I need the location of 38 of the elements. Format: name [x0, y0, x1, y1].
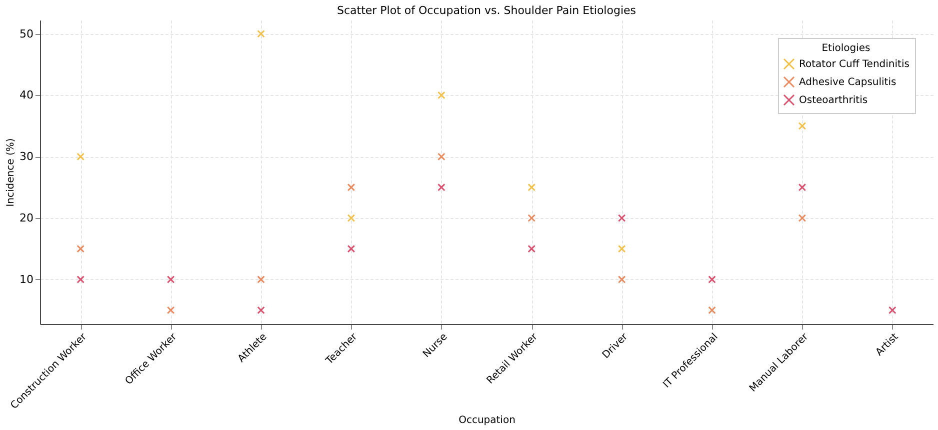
point	[76, 152, 85, 161]
legend-label: Osteoarthritis	[799, 95, 868, 106]
x-axis-title: Occupation	[458, 414, 516, 426]
point	[708, 276, 716, 284]
point	[528, 183, 536, 192]
point	[76, 276, 85, 284]
point	[798, 183, 806, 192]
point	[347, 214, 356, 222]
point	[166, 306, 175, 314]
legend-title: Etiologies	[822, 43, 870, 54]
legend-label: Adhesive Capsulitis	[799, 77, 896, 88]
point	[257, 306, 265, 314]
point	[618, 244, 626, 253]
y-axis-title: Incidence (%)	[6, 138, 17, 207]
point	[437, 152, 446, 161]
point	[528, 214, 536, 222]
legend-label: Rotator Cuff Tendinitis	[799, 59, 910, 70]
point	[437, 91, 446, 100]
point	[166, 276, 175, 284]
point	[798, 122, 806, 130]
y-tick-label: 30	[20, 150, 34, 164]
point	[708, 306, 716, 314]
y-tick-label: 40	[20, 88, 34, 102]
point	[347, 244, 356, 253]
chart-title: Scatter Plot of Occupation vs. Shoulder Pain Etiologies	[336, 4, 636, 17]
point	[618, 214, 626, 222]
point	[528, 244, 536, 253]
y-tick-label: 10	[20, 272, 34, 286]
point	[437, 183, 446, 192]
point	[888, 306, 896, 314]
point	[347, 183, 356, 192]
y-tick-label: 20	[20, 212, 34, 225]
point	[798, 214, 806, 222]
point	[257, 30, 265, 38]
y-tick-label: 50	[20, 27, 34, 40]
point	[257, 276, 265, 284]
point	[618, 276, 626, 284]
point	[76, 244, 85, 253]
